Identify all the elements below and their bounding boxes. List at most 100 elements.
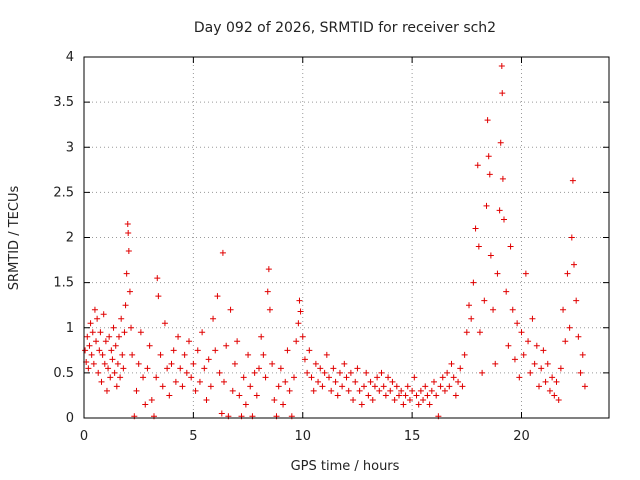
data-point [135, 360, 142, 367]
data-point [106, 333, 113, 340]
data-point [258, 333, 265, 340]
data-point [497, 139, 504, 146]
data-point [137, 329, 144, 336]
data-point [542, 378, 549, 385]
data-point [345, 387, 352, 394]
data-point [192, 387, 199, 394]
data-point [107, 374, 114, 381]
data-point [538, 365, 545, 372]
data-point [253, 392, 260, 399]
data-point [376, 387, 383, 394]
data-point [196, 378, 203, 385]
data-point [441, 387, 448, 394]
data-point [216, 369, 223, 376]
data-point [301, 356, 308, 363]
data-point [133, 387, 140, 394]
data-point [98, 378, 105, 385]
data-point [194, 347, 201, 354]
data-point [170, 347, 177, 354]
data-point [428, 387, 435, 394]
data-point [319, 383, 326, 390]
data-point [177, 365, 184, 372]
data-point [455, 378, 462, 385]
data-point [188, 374, 195, 381]
data-point [125, 229, 132, 236]
data-point [110, 324, 117, 331]
data-point [242, 401, 249, 408]
data-point [183, 369, 190, 376]
data-point [86, 342, 93, 349]
data-point [378, 369, 385, 376]
data-point [577, 369, 584, 376]
data-point [450, 374, 457, 381]
data-point [387, 387, 394, 394]
data-point [562, 338, 569, 345]
data-point [282, 378, 289, 385]
data-point [571, 261, 577, 268]
data-point [551, 392, 558, 399]
data-point [332, 378, 339, 385]
data-point [262, 374, 269, 381]
data-point [251, 369, 258, 376]
data-point [409, 387, 416, 394]
data-point [468, 315, 475, 322]
data-point [564, 270, 571, 277]
axis-ticks: 0 0.5 1 1.5 2 2.5 3 3.5 4 0 5 10 15 20 [53, 50, 609, 444]
x-tick-label: 15 [404, 429, 421, 444]
data-point [269, 360, 276, 367]
data-point [415, 401, 422, 408]
data-point [544, 360, 551, 367]
data-point [99, 351, 106, 358]
data-point [214, 293, 221, 300]
data-point [444, 369, 451, 376]
data-point [347, 369, 354, 376]
data-point [121, 329, 128, 336]
data-point [212, 347, 219, 354]
data-point [505, 342, 512, 349]
data-point [295, 320, 302, 327]
data-point [411, 374, 418, 381]
data-point [339, 383, 346, 390]
data-point [424, 392, 431, 399]
data-point [199, 329, 206, 336]
data-point [371, 383, 378, 390]
data-point [315, 378, 322, 385]
data-point [341, 360, 348, 367]
data-point [328, 387, 335, 394]
data-point [88, 351, 95, 358]
data-point [352, 378, 359, 385]
data-point [566, 324, 573, 331]
data-point [223, 342, 230, 349]
data-point [91, 306, 98, 313]
data-point [579, 351, 586, 358]
data-point [358, 401, 365, 408]
data-point [498, 63, 505, 70]
chart-title: Day 092 of 2026, SRMTID for receiver sch… [194, 20, 496, 36]
data-point [96, 347, 103, 354]
data-point [114, 360, 121, 367]
data-point [293, 338, 300, 345]
y-tick-label: 0.5 [53, 366, 74, 381]
data-point [164, 365, 171, 372]
data-point [172, 378, 179, 385]
data-point [102, 338, 109, 345]
data-point [496, 207, 503, 214]
data-point [207, 383, 214, 390]
data-point [330, 365, 337, 372]
data-point [113, 383, 120, 390]
data-point [431, 378, 437, 385]
data-point [474, 162, 481, 169]
data-point [153, 374, 160, 381]
data-point [365, 392, 372, 399]
data-point [181, 351, 188, 358]
data-point [356, 387, 363, 394]
data-point [581, 383, 588, 390]
data-point [95, 369, 102, 376]
data-point [406, 396, 413, 403]
data-point [334, 392, 341, 399]
data-point [317, 365, 324, 372]
data-point [144, 365, 151, 372]
data-point [546, 387, 553, 394]
data-point [549, 374, 556, 381]
data-point [560, 306, 567, 313]
